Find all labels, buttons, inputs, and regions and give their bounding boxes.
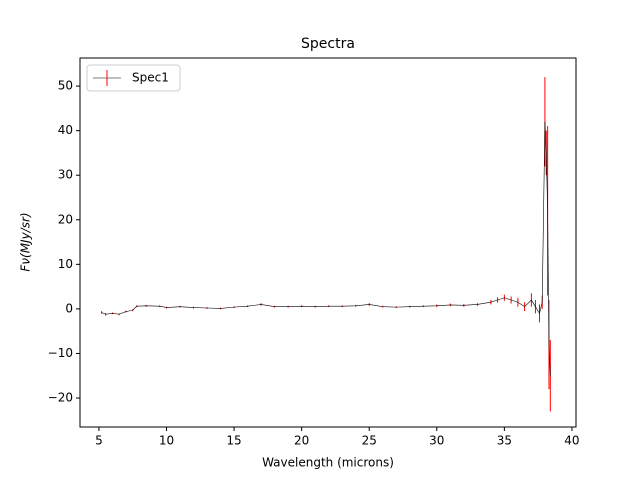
y-tick-label: 10 <box>58 257 73 271</box>
legend-label: Spec1 <box>132 71 169 85</box>
x-tick-label: 5 <box>95 434 103 448</box>
y-axis-label: Fν(MJy/sr) <box>19 212 33 271</box>
chart-title: Spectra <box>301 36 355 52</box>
plot-frame <box>79 57 577 428</box>
x-tick-label: 15 <box>226 434 241 448</box>
x-tick-label: 10 <box>159 434 174 448</box>
y-tick-label: 20 <box>58 212 73 226</box>
y-tick-label: 30 <box>58 168 73 182</box>
x-tick-label: 20 <box>294 434 309 448</box>
x-tick-label: 40 <box>564 434 579 448</box>
y-tick-label: 50 <box>58 79 73 93</box>
y-tick-label: 40 <box>58 123 73 137</box>
x-tick-label: 30 <box>429 434 444 448</box>
spectrum-line <box>101 121 551 376</box>
x-axis-label: Wavelength (microns) <box>262 456 394 470</box>
y-tick-label: −20 <box>48 391 73 405</box>
y-tick-label: −10 <box>48 346 73 360</box>
x-tick-label: 25 <box>362 434 377 448</box>
legend-box <box>86 64 181 92</box>
y-tick-label: 0 <box>65 301 73 315</box>
x-tick-label: 35 <box>497 434 512 448</box>
